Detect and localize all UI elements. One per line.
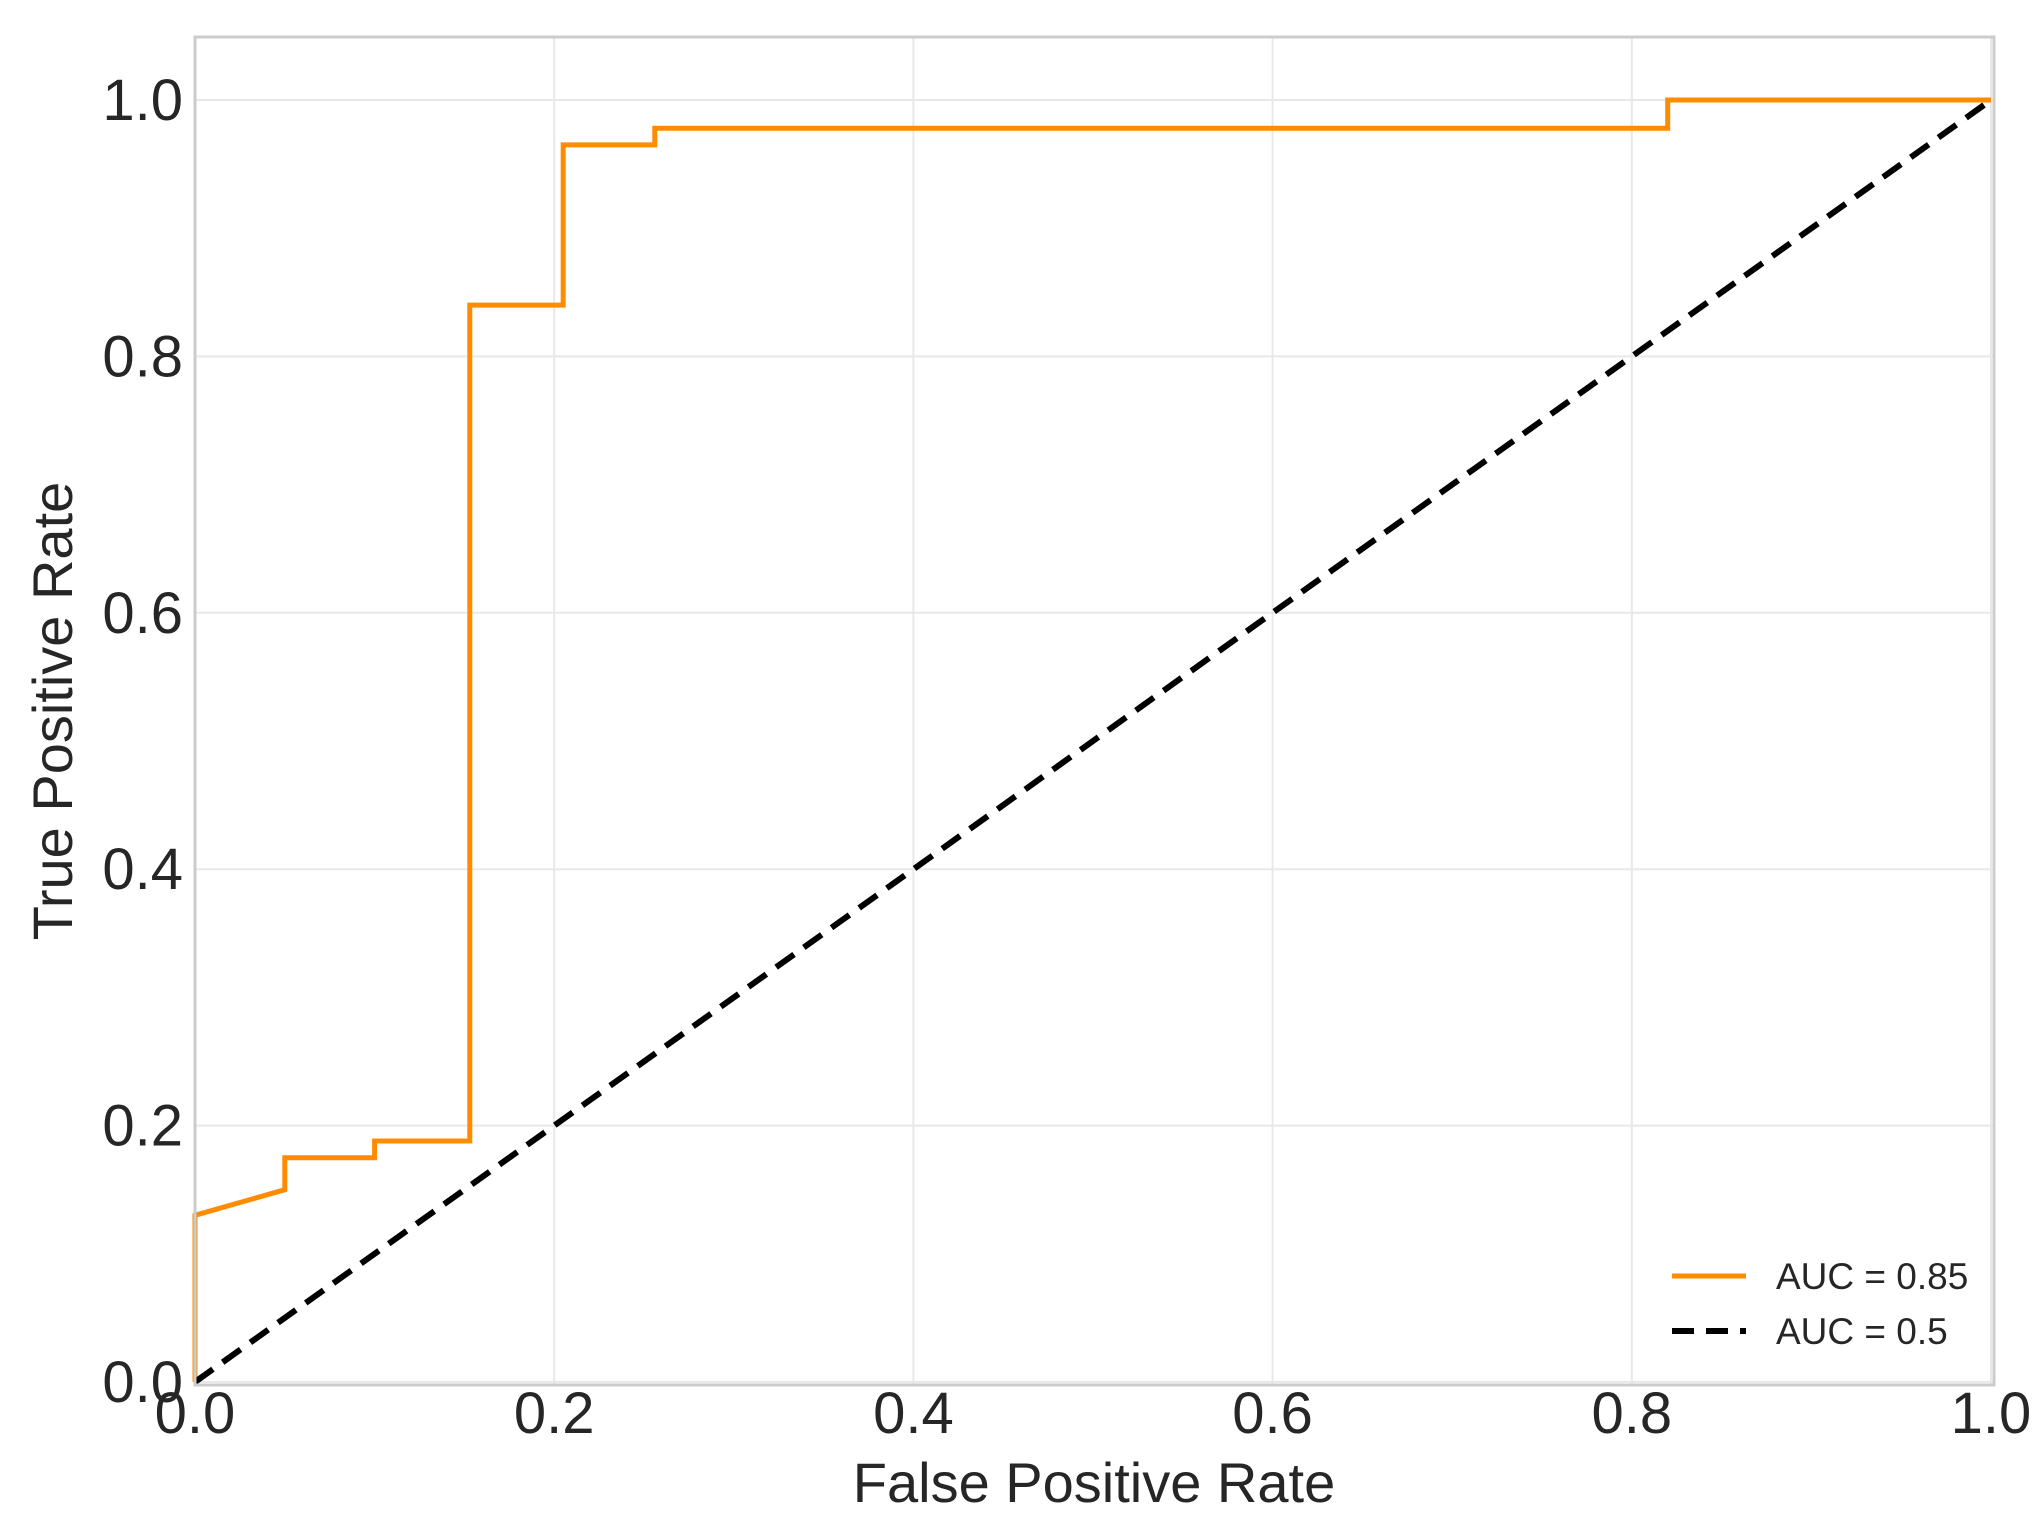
legend: AUC = 0.85 AUC = 0.5 xyxy=(1672,1256,1968,1352)
y-tick-label: 0.2 xyxy=(102,1094,183,1159)
plot-frame xyxy=(193,35,1996,1387)
x-tick-label: 1.0 xyxy=(1951,1381,2032,1446)
y-tick-label: 1.0 xyxy=(102,68,183,133)
series-layer xyxy=(192,97,1993,1385)
roc-curve xyxy=(192,97,1991,1382)
y-tick-label: 0.4 xyxy=(102,837,183,902)
x-axis-ticks: 0.0 0.2 0.4 0.6 0.8 1.0 xyxy=(155,1381,2032,1446)
x-tick-label: 0.2 xyxy=(514,1381,595,1446)
chance-line xyxy=(193,97,1993,1385)
legend-entry-label: AUC = 0.5 xyxy=(1776,1311,1948,1352)
y-tick-label: 0.0 xyxy=(102,1350,183,1415)
x-tick-label: 0.0 xyxy=(155,1381,236,1446)
x-tick-label: 0.6 xyxy=(1232,1381,1313,1446)
x-tick-label: 0.8 xyxy=(1591,1381,1672,1446)
y-axis-ticks: 0.0 0.2 0.4 0.6 0.8 1.0 xyxy=(102,68,183,1415)
y-axis-label: True Positive Rate xyxy=(21,482,84,941)
legend-entry-label: AUC = 0.85 xyxy=(1776,1256,1968,1297)
y-tick-label: 0.6 xyxy=(102,581,183,646)
x-axis-label: False Positive Rate xyxy=(853,1451,1335,1514)
y-tick-label: 0.8 xyxy=(102,324,183,389)
grid xyxy=(194,37,1994,1385)
x-tick-label: 0.4 xyxy=(873,1381,954,1446)
